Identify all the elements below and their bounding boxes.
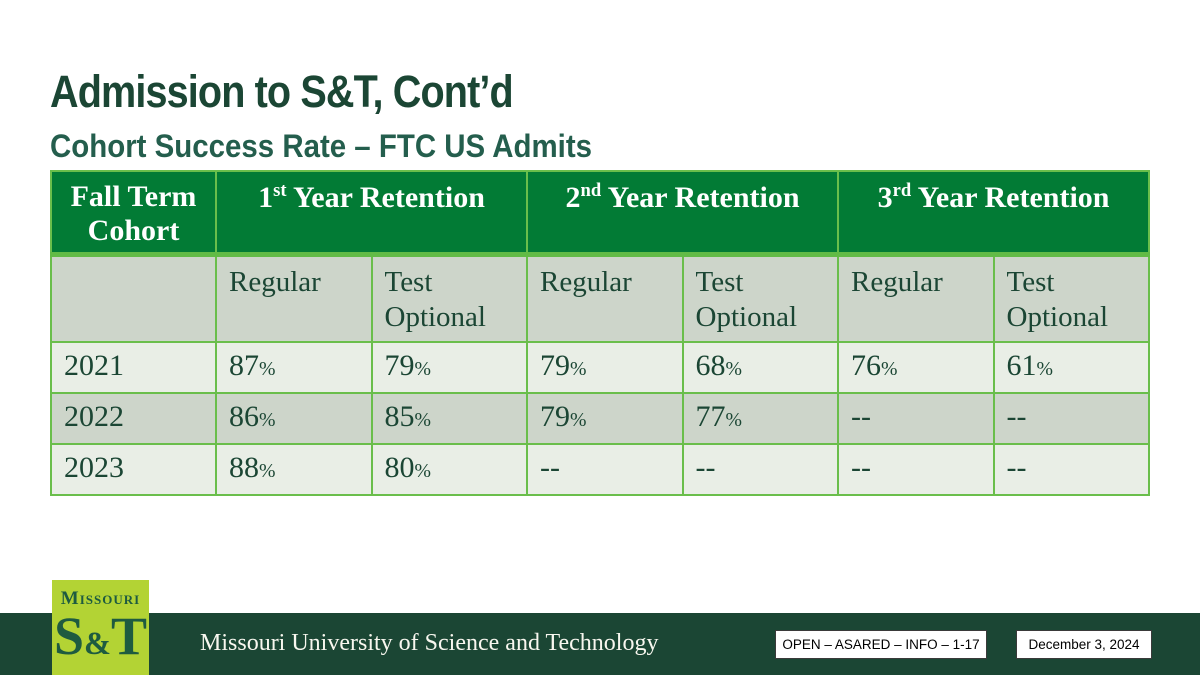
header-3rd-year-retention: 3rd Year Retention	[837, 170, 1151, 257]
subheader-regular-2: Regular	[526, 253, 684, 343]
subheader-regular-3: Regular	[837, 253, 995, 343]
retention-table: Fall Term Cohort 1st Year Retention 2nd …	[50, 170, 1151, 496]
value-cell: 68%	[681, 341, 840, 394]
missouri-st-logo: Missouri S&T	[52, 580, 149, 675]
header-2nd-year-retention: 2nd Year Retention	[526, 170, 840, 257]
slide-title: Admission to S&T, Cont’d	[50, 66, 514, 118]
subheader-empty	[50, 253, 217, 343]
value-cell: 80%	[370, 443, 529, 496]
value-cell: 77%	[681, 392, 840, 445]
value-cell: 88%	[215, 443, 373, 496]
value-cell: 76%	[837, 341, 995, 394]
value-cell: --	[837, 392, 995, 445]
value-cell: --	[526, 443, 684, 496]
date-badge: December 3, 2024	[1016, 630, 1152, 659]
value-cell: 86%	[215, 392, 373, 445]
slide-subtitle: Cohort Success Rate – FTC US Admits	[50, 127, 593, 164]
year-cell: 2022	[50, 392, 217, 445]
subheader-test-optional-2: Test Optional	[681, 253, 840, 343]
value-cell: 61%	[992, 341, 1151, 394]
value-cell: 87%	[215, 341, 373, 394]
value-cell: --	[992, 443, 1151, 496]
year-cell: 2023	[50, 443, 217, 496]
footer-bar: Missouri University of Science and Techn…	[0, 613, 1200, 675]
header-1st-year-retention: 1st Year Retention	[214, 170, 529, 257]
subheader-regular-1: Regular	[215, 253, 373, 343]
value-cell: 85%	[370, 392, 529, 445]
subheader-test-optional-3: Test Optional	[992, 253, 1151, 343]
year-cell: 2021	[50, 341, 217, 394]
table-row-2023: 2023 88% 80% -- -- -- --	[50, 443, 1151, 496]
value-cell: 79%	[526, 392, 684, 445]
logo-st-monogram: S&T	[53, 606, 148, 666]
logo-wordmark: Missouri	[60, 588, 141, 609]
university-name: Missouri University of Science and Techn…	[200, 630, 659, 656]
table-row-2021: 2021 87% 79% 79% 68% 76% 61%	[50, 341, 1151, 394]
info-badge: OPEN – ASARED – INFO – 1-17	[775, 630, 987, 659]
table-row-2022: 2022 86% 85% 79% 77% -- --	[50, 392, 1151, 445]
subheader-test-optional-1: Test Optional	[370, 253, 529, 343]
group-header-row: Fall Term Cohort 1st Year Retention 2nd …	[50, 170, 1151, 257]
value-cell: --	[837, 443, 995, 496]
value-cell: --	[681, 443, 840, 496]
value-cell: 79%	[526, 341, 684, 394]
value-cell: 79%	[370, 341, 529, 394]
value-cell: --	[992, 392, 1151, 445]
sub-header-row: Regular Test Optional Regular Test Optio…	[50, 253, 1151, 343]
header-fall-term-cohort: Fall Term Cohort	[50, 170, 217, 257]
